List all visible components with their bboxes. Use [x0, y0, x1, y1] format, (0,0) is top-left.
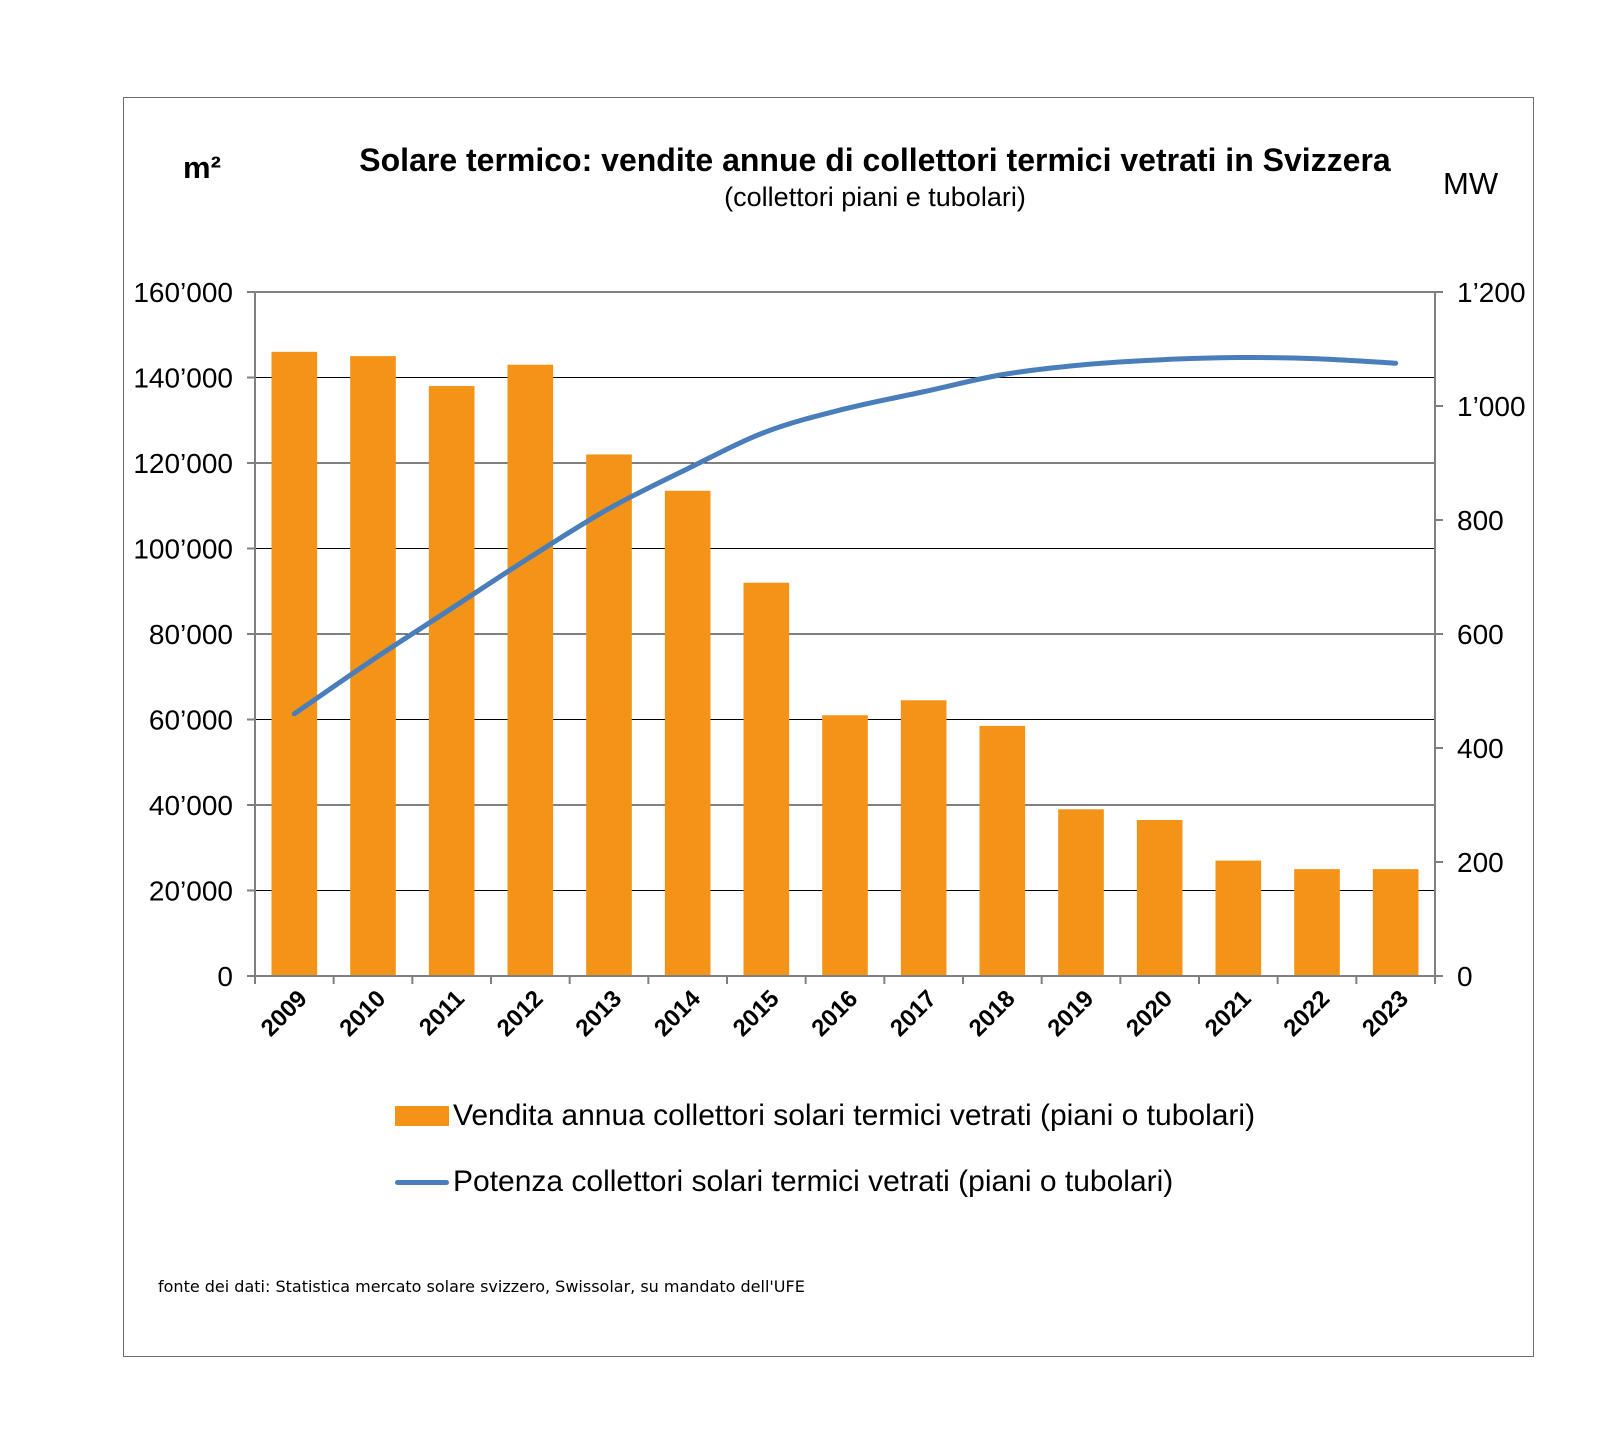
left-tick-label: 100’000 [133, 534, 233, 565]
bar [900, 700, 947, 976]
left-tick-label: 160’000 [133, 277, 233, 308]
x-tick-label: 2011 [414, 985, 470, 1041]
x-tick-label: 2012 [492, 985, 549, 1042]
chart-subtitle: (collettori piani e tubolari) [724, 182, 1026, 212]
legend-label-power: Potenza collettori solari termici vetrat… [453, 1165, 1174, 1198]
legend: Vendita annua collettori solari termici … [395, 1095, 1255, 1227]
source-note: fonte dei dati: Statistica mercato solar… [158, 1277, 805, 1296]
x-tick-label: 2022 [1278, 985, 1335, 1042]
right-tick-label: 400 [1457, 733, 1504, 764]
legend-swatch-line [395, 1179, 449, 1185]
left-tick-label: 140’000 [133, 363, 233, 394]
bar [1058, 809, 1104, 976]
left-tick-label: 80’000 [149, 619, 233, 650]
left-axis-unit: m² [183, 150, 221, 185]
x-tick-label: 2010 [334, 985, 391, 1042]
right-tick-label: 600 [1457, 619, 1504, 650]
chart-frame [123, 97, 1534, 1357]
left-tick-label: 60’000 [149, 705, 233, 736]
legend-label-sales: Vendita annua collettori solari termici … [453, 1099, 1256, 1132]
line-series-power [291, 355, 1399, 717]
x-tick-label: 2015 [728, 985, 785, 1042]
right-tick-label: 1’200 [1457, 277, 1526, 308]
x-tick-label: 2018 [964, 985, 1021, 1042]
left-tick-label: 0 [217, 961, 233, 992]
x-tick-label: 2013 [570, 985, 627, 1042]
bar [1215, 860, 1262, 976]
x-tick-label: 2023 [1357, 985, 1414, 1042]
bar [1136, 819, 1183, 976]
bar [586, 454, 632, 976]
left-tick-label: 120’000 [133, 448, 233, 479]
legend-item-power: Potenza collettori solari termici vetrat… [395, 1161, 1255, 1203]
x-tick-label: 2016 [806, 985, 863, 1042]
bar [979, 725, 1026, 976]
x-tick-label: 2009 [256, 985, 313, 1042]
x-tick-label: 2019 [1042, 985, 1099, 1042]
bar [822, 715, 868, 976]
bar [350, 356, 396, 976]
legend-swatch-bar [395, 1106, 449, 1126]
legend-item-sales: Vendita annua collettori solari termici … [395, 1095, 1255, 1137]
x-tick-label: 2014 [649, 985, 706, 1042]
bar [1294, 869, 1340, 976]
bar [507, 364, 554, 976]
right-tick-label: 800 [1457, 505, 1504, 536]
bar [271, 351, 318, 977]
x-tick-label: 2020 [1121, 985, 1178, 1042]
left-tick-label: 40’000 [149, 790, 233, 821]
left-tick-label: 20’000 [149, 876, 233, 907]
bar [743, 582, 790, 976]
chart-title: Solare termico: vendite annue di collett… [359, 142, 1391, 178]
bar [664, 490, 711, 976]
right-axis-unit: MW [1443, 166, 1499, 201]
bar [1372, 869, 1419, 976]
right-tick-label: 200 [1457, 847, 1504, 878]
bar [428, 386, 475, 976]
right-tick-label: 1’000 [1457, 391, 1526, 422]
right-tick-label: 0 [1457, 961, 1473, 992]
x-tick-label: 2021 [1200, 985, 1257, 1042]
x-tick-label: 2017 [885, 985, 942, 1042]
